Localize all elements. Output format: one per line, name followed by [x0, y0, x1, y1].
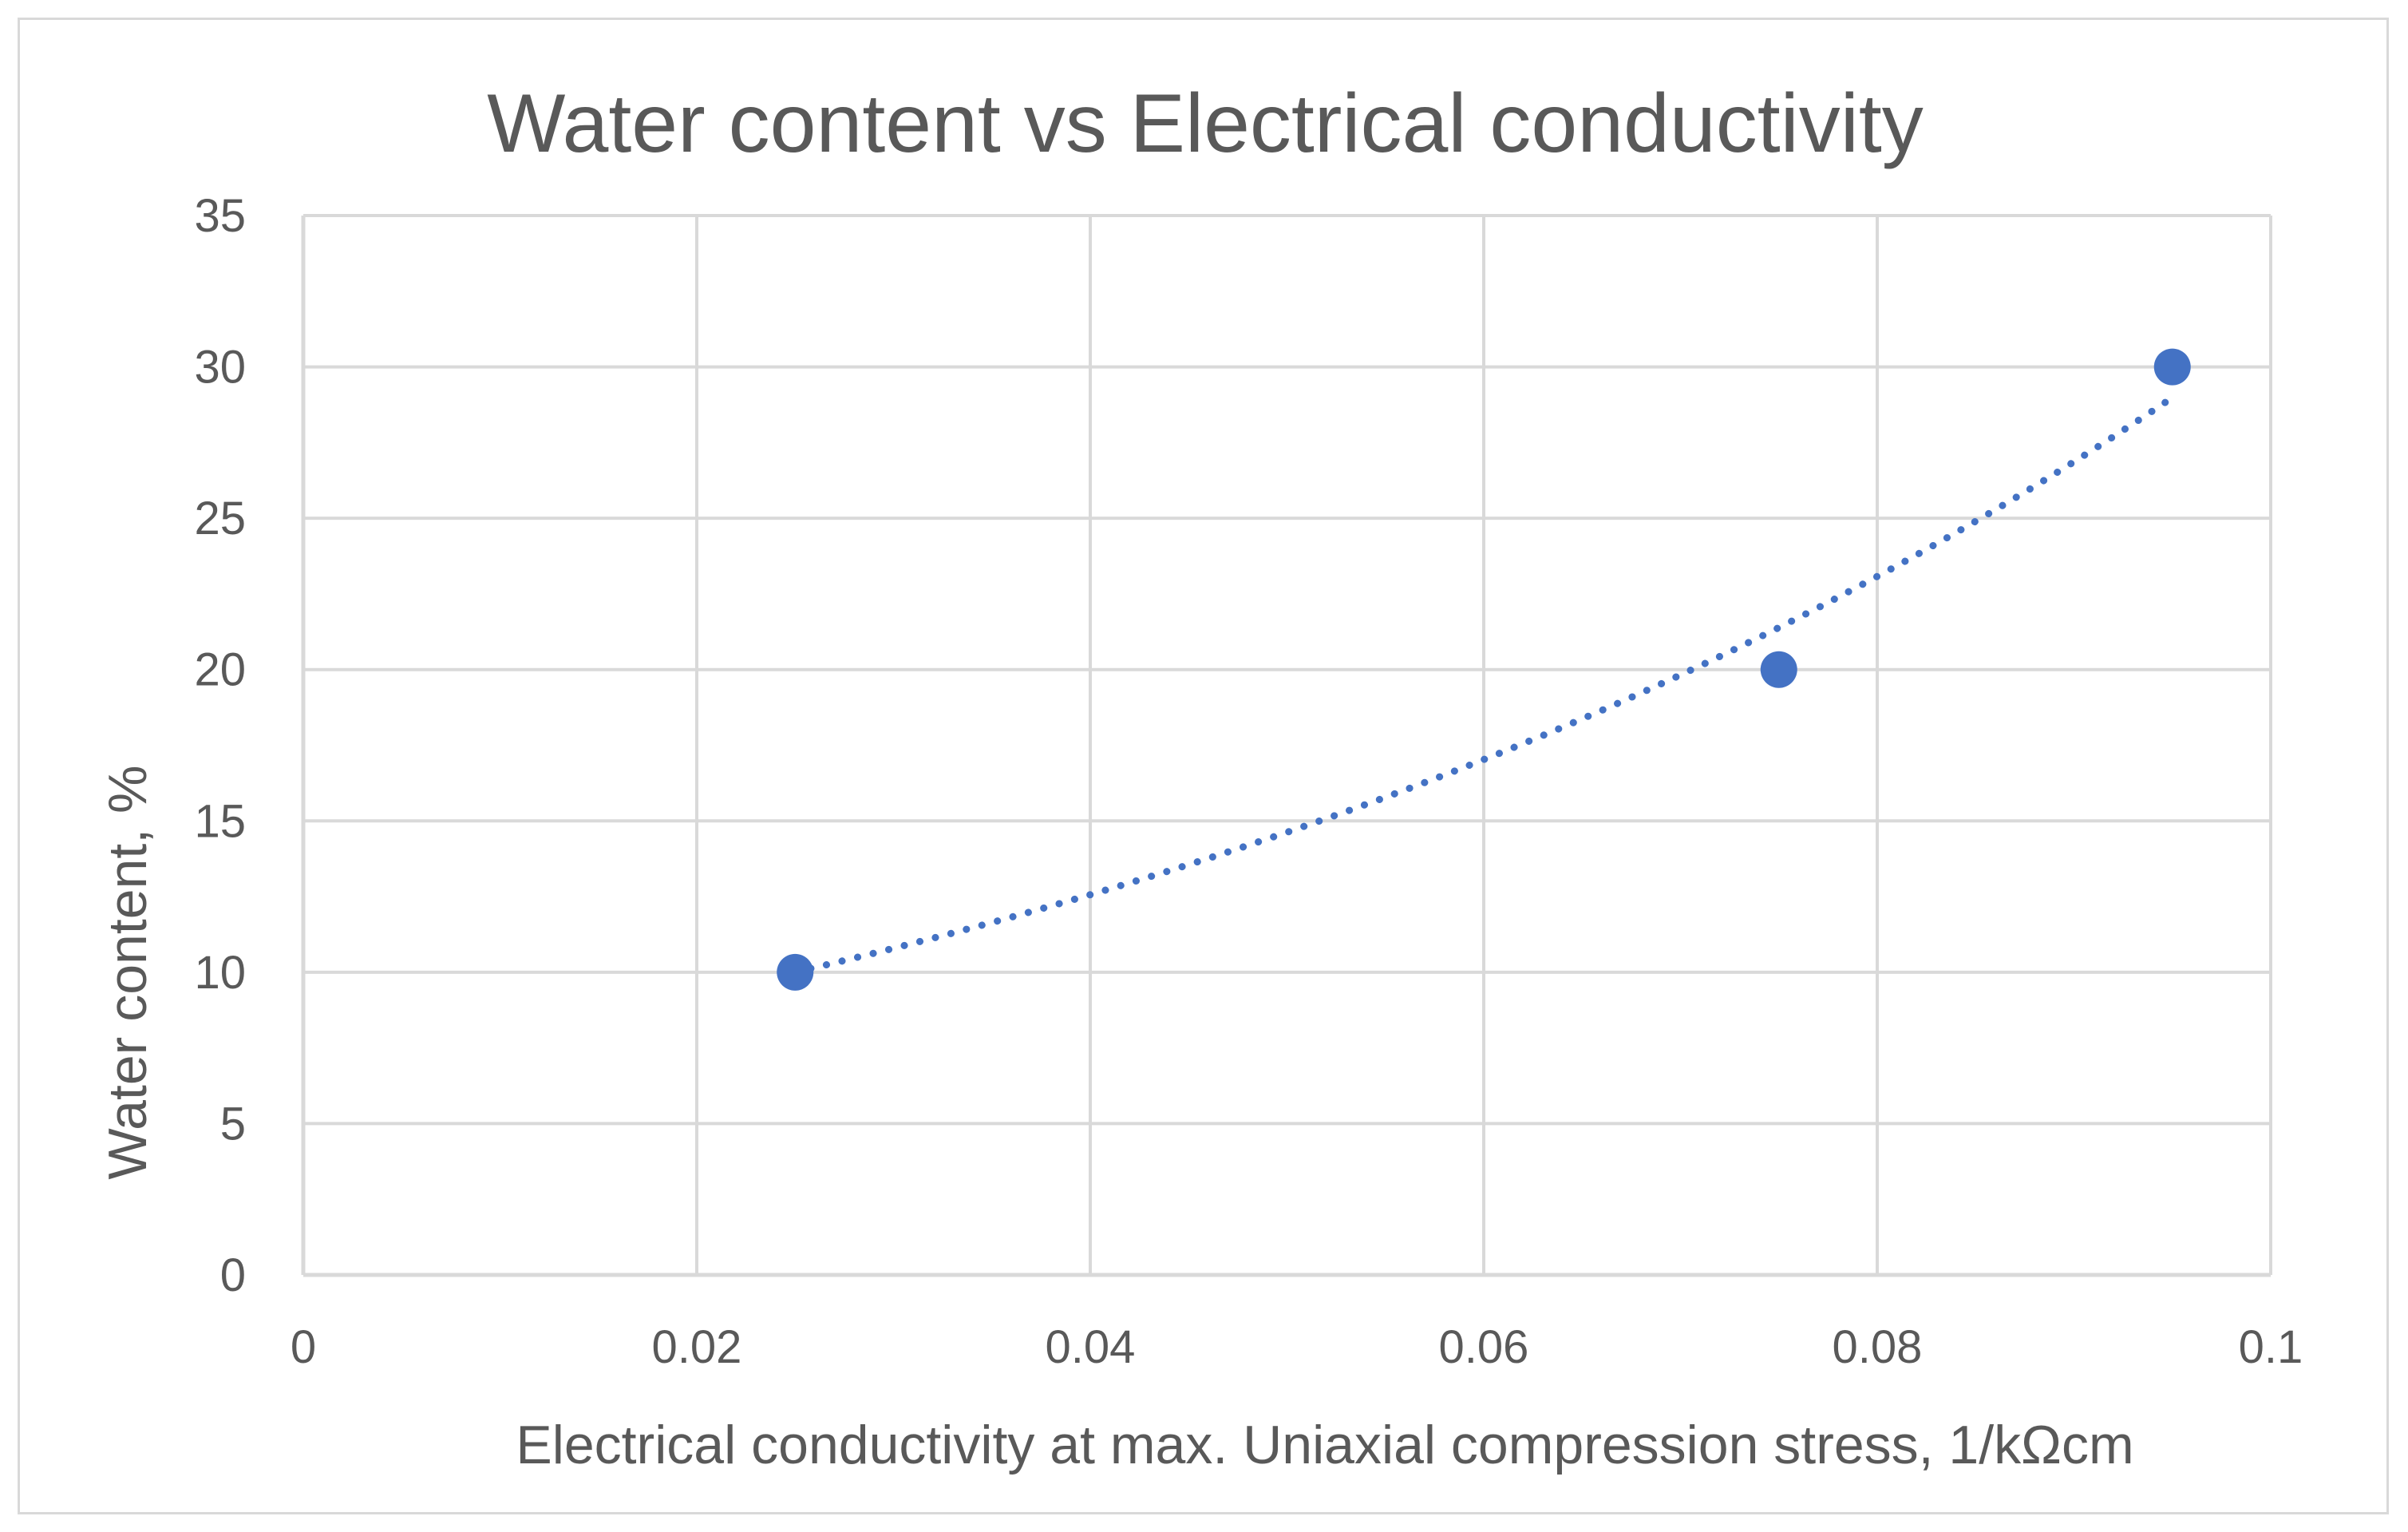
x-tick-label: 0.04 [1046, 1321, 1136, 1373]
y-tick-label: 25 [194, 493, 246, 544]
data-points [777, 348, 2191, 991]
y-tick-labels: 0 5 10 15 20 25 30 35 [194, 190, 246, 1301]
x-tick-label: 0.08 [1833, 1321, 1923, 1373]
x-tick-label: 0.06 [1439, 1321, 1529, 1373]
x-tick-labels: 0 0.02 0.04 0.06 0.08 0.1 [291, 1321, 2303, 1373]
x-tick-label: 0.1 [2239, 1321, 2303, 1373]
chart-frame [18, 18, 2389, 1514]
x-axis-label: Electrical conductivity at max. Uniaxial… [516, 1415, 2133, 1475]
trendline-path [791, 394, 2177, 976]
y-tick-label: 30 [194, 342, 246, 394]
y-axis-label: Water content, % [97, 765, 158, 1179]
y-tick-label: 10 [194, 947, 246, 999]
data-point [777, 953, 814, 991]
y-tick-label: 15 [194, 795, 246, 847]
x-tick-label: 0.02 [652, 1321, 742, 1373]
grid-lines [303, 214, 2272, 1275]
y-tick-label: 5 [220, 1098, 246, 1150]
trendline [791, 394, 2177, 976]
y-tick-label: 20 [194, 644, 246, 696]
axes [301, 216, 2271, 1277]
chart-title: Water content vs Electrical conductivity [487, 77, 1923, 170]
y-tick-label: 0 [220, 1249, 246, 1301]
data-point [1760, 651, 1797, 688]
x-tick-label: 0 [291, 1321, 316, 1373]
y-tick-label: 35 [194, 190, 246, 242]
data-point [2153, 348, 2191, 386]
